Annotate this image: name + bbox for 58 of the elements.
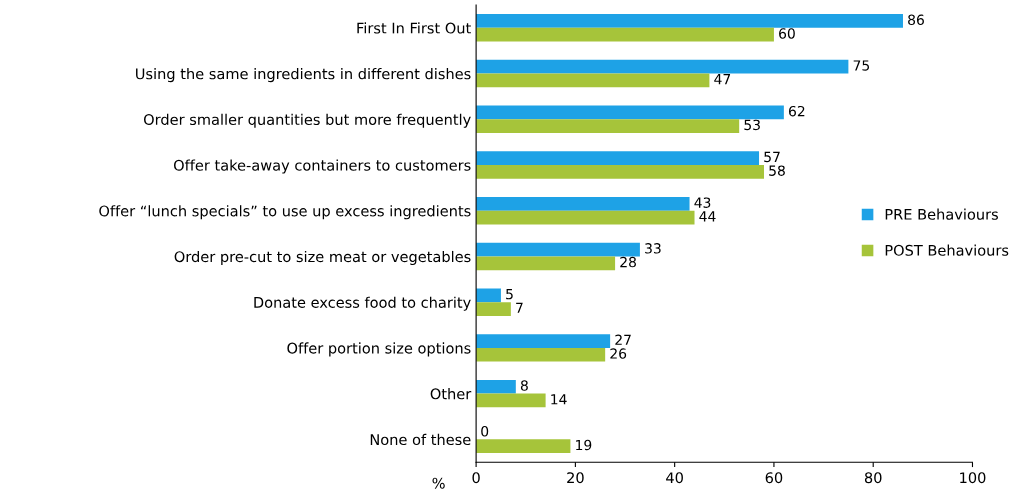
x-tick-label: 100 bbox=[960, 472, 986, 484]
bar bbox=[476, 165, 764, 179]
legend-label: POST Behaviours bbox=[885, 244, 1009, 256]
bar bbox=[476, 393, 546, 408]
y-tick-label: Offer “lunch specials” to use up excess ingredients bbox=[99, 205, 471, 220]
y-tick-label: Other bbox=[430, 388, 472, 400]
bar bbox=[476, 439, 571, 454]
data-label: 62 bbox=[789, 105, 805, 117]
y-tick-label: Offer take-away containers to customers bbox=[173, 159, 471, 174]
data-label: 58 bbox=[769, 165, 785, 176]
x-tick-label: 20 bbox=[567, 472, 584, 484]
data-label: 8 bbox=[520, 380, 528, 391]
data-label: 28 bbox=[620, 256, 636, 268]
legend-label: PRE Behaviours bbox=[885, 208, 998, 220]
bar bbox=[476, 73, 710, 88]
bar bbox=[476, 119, 740, 133]
data-label: 33 bbox=[645, 243, 661, 254]
data-label: 14 bbox=[551, 394, 567, 405]
data-label: 75 bbox=[853, 60, 870, 71]
bar bbox=[476, 210, 695, 225]
bar bbox=[476, 14, 903, 28]
data-label: 27 bbox=[615, 334, 631, 345]
bar bbox=[476, 27, 774, 42]
bar bbox=[476, 59, 849, 74]
bar bbox=[476, 256, 616, 271]
y-tick-label: First In First Out bbox=[357, 22, 471, 34]
bar bbox=[476, 151, 760, 165]
data-label: 26 bbox=[610, 348, 627, 359]
data-label: 60 bbox=[779, 28, 795, 39]
bar bbox=[476, 334, 611, 348]
data-label: 5 bbox=[506, 289, 513, 300]
x-axis-title: % bbox=[432, 477, 445, 489]
y-tick-label: Order pre-cut to size meat or vegetables bbox=[174, 250, 471, 266]
y-tick-label: Order smaller quantities but more frequently bbox=[143, 113, 471, 128]
bar bbox=[476, 105, 784, 120]
data-label: 47 bbox=[714, 74, 731, 85]
data-label: 0 bbox=[481, 426, 489, 437]
bar bbox=[476, 288, 501, 303]
data-label: 86 bbox=[908, 14, 924, 25]
data-label: 7 bbox=[516, 302, 523, 313]
y-tick-label: Offer portion size options bbox=[287, 342, 471, 357]
bar bbox=[476, 347, 606, 362]
x-tick-label: 80 bbox=[864, 472, 882, 484]
data-label: 19 bbox=[576, 439, 592, 451]
y-tick-label: Donate excess food to charity bbox=[254, 296, 471, 311]
bar bbox=[476, 379, 516, 394]
bar bbox=[476, 302, 511, 316]
data-label: 44 bbox=[699, 211, 716, 222]
data-label: 53 bbox=[744, 119, 760, 131]
x-tick-label: 60 bbox=[765, 472, 783, 484]
x-tick-label: 40 bbox=[666, 472, 683, 484]
data-label: 43 bbox=[694, 197, 711, 208]
y-tick-label: None of these bbox=[370, 433, 471, 446]
bar bbox=[476, 242, 640, 257]
x-tick-label: 0 bbox=[472, 472, 480, 484]
y-tick-label: Using the same ingredients in different dishes bbox=[136, 68, 471, 83]
bar bbox=[476, 197, 690, 211]
data-label: 57 bbox=[764, 151, 780, 163]
